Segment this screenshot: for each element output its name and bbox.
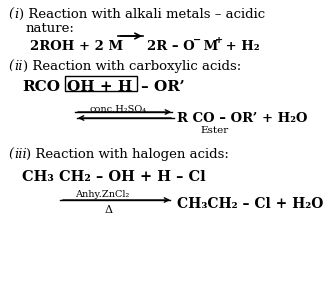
Text: conc.H₂SO₄: conc.H₂SO₄ [90, 105, 147, 114]
Text: RCO: RCO [22, 80, 60, 94]
Text: (: ( [8, 8, 13, 21]
Text: ) Reaction with alkali metals – acidic: ) Reaction with alkali metals – acidic [19, 8, 265, 21]
Text: OH + H: OH + H [67, 80, 132, 94]
Text: 2ROH + 2 M: 2ROH + 2 M [30, 40, 123, 53]
Text: M: M [199, 40, 218, 53]
Text: Ester: Ester [200, 126, 228, 135]
Text: iii: iii [14, 148, 27, 161]
Text: Anhy.ZnCl₂: Anhy.ZnCl₂ [75, 190, 129, 199]
Text: CH₃CH₂ – Cl + H₂O: CH₃CH₂ – Cl + H₂O [177, 197, 323, 211]
Text: R CO – OR’ + H₂O: R CO – OR’ + H₂O [177, 112, 308, 125]
Text: i: i [14, 8, 18, 21]
Text: (: ( [8, 60, 13, 73]
Text: −: − [193, 36, 201, 45]
Bar [65, 76, 137, 91]
Text: nature:: nature: [26, 22, 75, 35]
Text: 2R – O: 2R – O [147, 40, 195, 53]
Text: – OR’: – OR’ [141, 80, 185, 94]
Text: ii: ii [14, 60, 22, 73]
Text: Δ: Δ [105, 205, 113, 215]
Text: ) Reaction with halogen acids:: ) Reaction with halogen acids: [26, 148, 229, 161]
Text: +: + [215, 36, 223, 45]
Text: ) Reaction with carboxylic acids:: ) Reaction with carboxylic acids: [23, 60, 241, 73]
Text: CH₃ CH₂ – OH + H – Cl: CH₃ CH₂ – OH + H – Cl [22, 170, 206, 184]
Text: + H₂: + H₂ [221, 40, 260, 53]
Text: (: ( [8, 148, 13, 161]
